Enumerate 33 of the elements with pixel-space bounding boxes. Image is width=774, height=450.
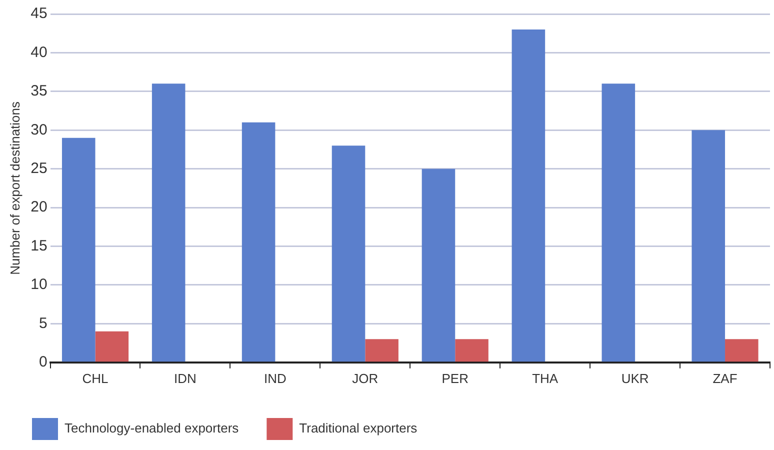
y-tick-label: 10 xyxy=(30,276,48,294)
x-tick-label: UKR xyxy=(621,370,649,386)
y-tick-label: 5 xyxy=(38,314,48,332)
bar xyxy=(62,138,96,362)
x-tick-label: IDN xyxy=(174,370,196,386)
bar xyxy=(365,339,398,362)
y-tick-label: 15 xyxy=(30,237,48,254)
bar xyxy=(95,331,129,362)
bar xyxy=(725,339,758,362)
bar xyxy=(455,339,488,362)
legend-label: Technology-enabled exporters xyxy=(64,420,240,436)
bar xyxy=(242,122,276,362)
bar xyxy=(152,84,186,362)
legend-label: Traditional exporters xyxy=(299,420,418,436)
y-tick-label: 45 xyxy=(30,5,48,22)
x-tick-label: ZAF xyxy=(712,370,738,386)
x-tick-label: CHL xyxy=(82,370,108,386)
y-axis-title: Number of export destinations xyxy=(7,100,22,275)
y-tick-label: 25 xyxy=(30,160,48,177)
bar xyxy=(602,84,636,362)
y-tick-label: 30 xyxy=(30,121,48,138)
y-tick-label: 0 xyxy=(38,354,48,371)
x-tick-label: PER xyxy=(442,370,468,386)
bar xyxy=(692,130,726,362)
y-tick-label: 20 xyxy=(30,198,48,216)
bar xyxy=(512,29,546,362)
x-tick-label: IND xyxy=(264,370,286,386)
x-tick-label: JOR xyxy=(352,370,378,386)
y-tick-label: 40 xyxy=(30,44,48,61)
bar xyxy=(422,168,456,362)
y-tick-label: 35 xyxy=(30,82,48,100)
x-tick-label: THA xyxy=(532,370,558,386)
bar xyxy=(332,146,366,362)
